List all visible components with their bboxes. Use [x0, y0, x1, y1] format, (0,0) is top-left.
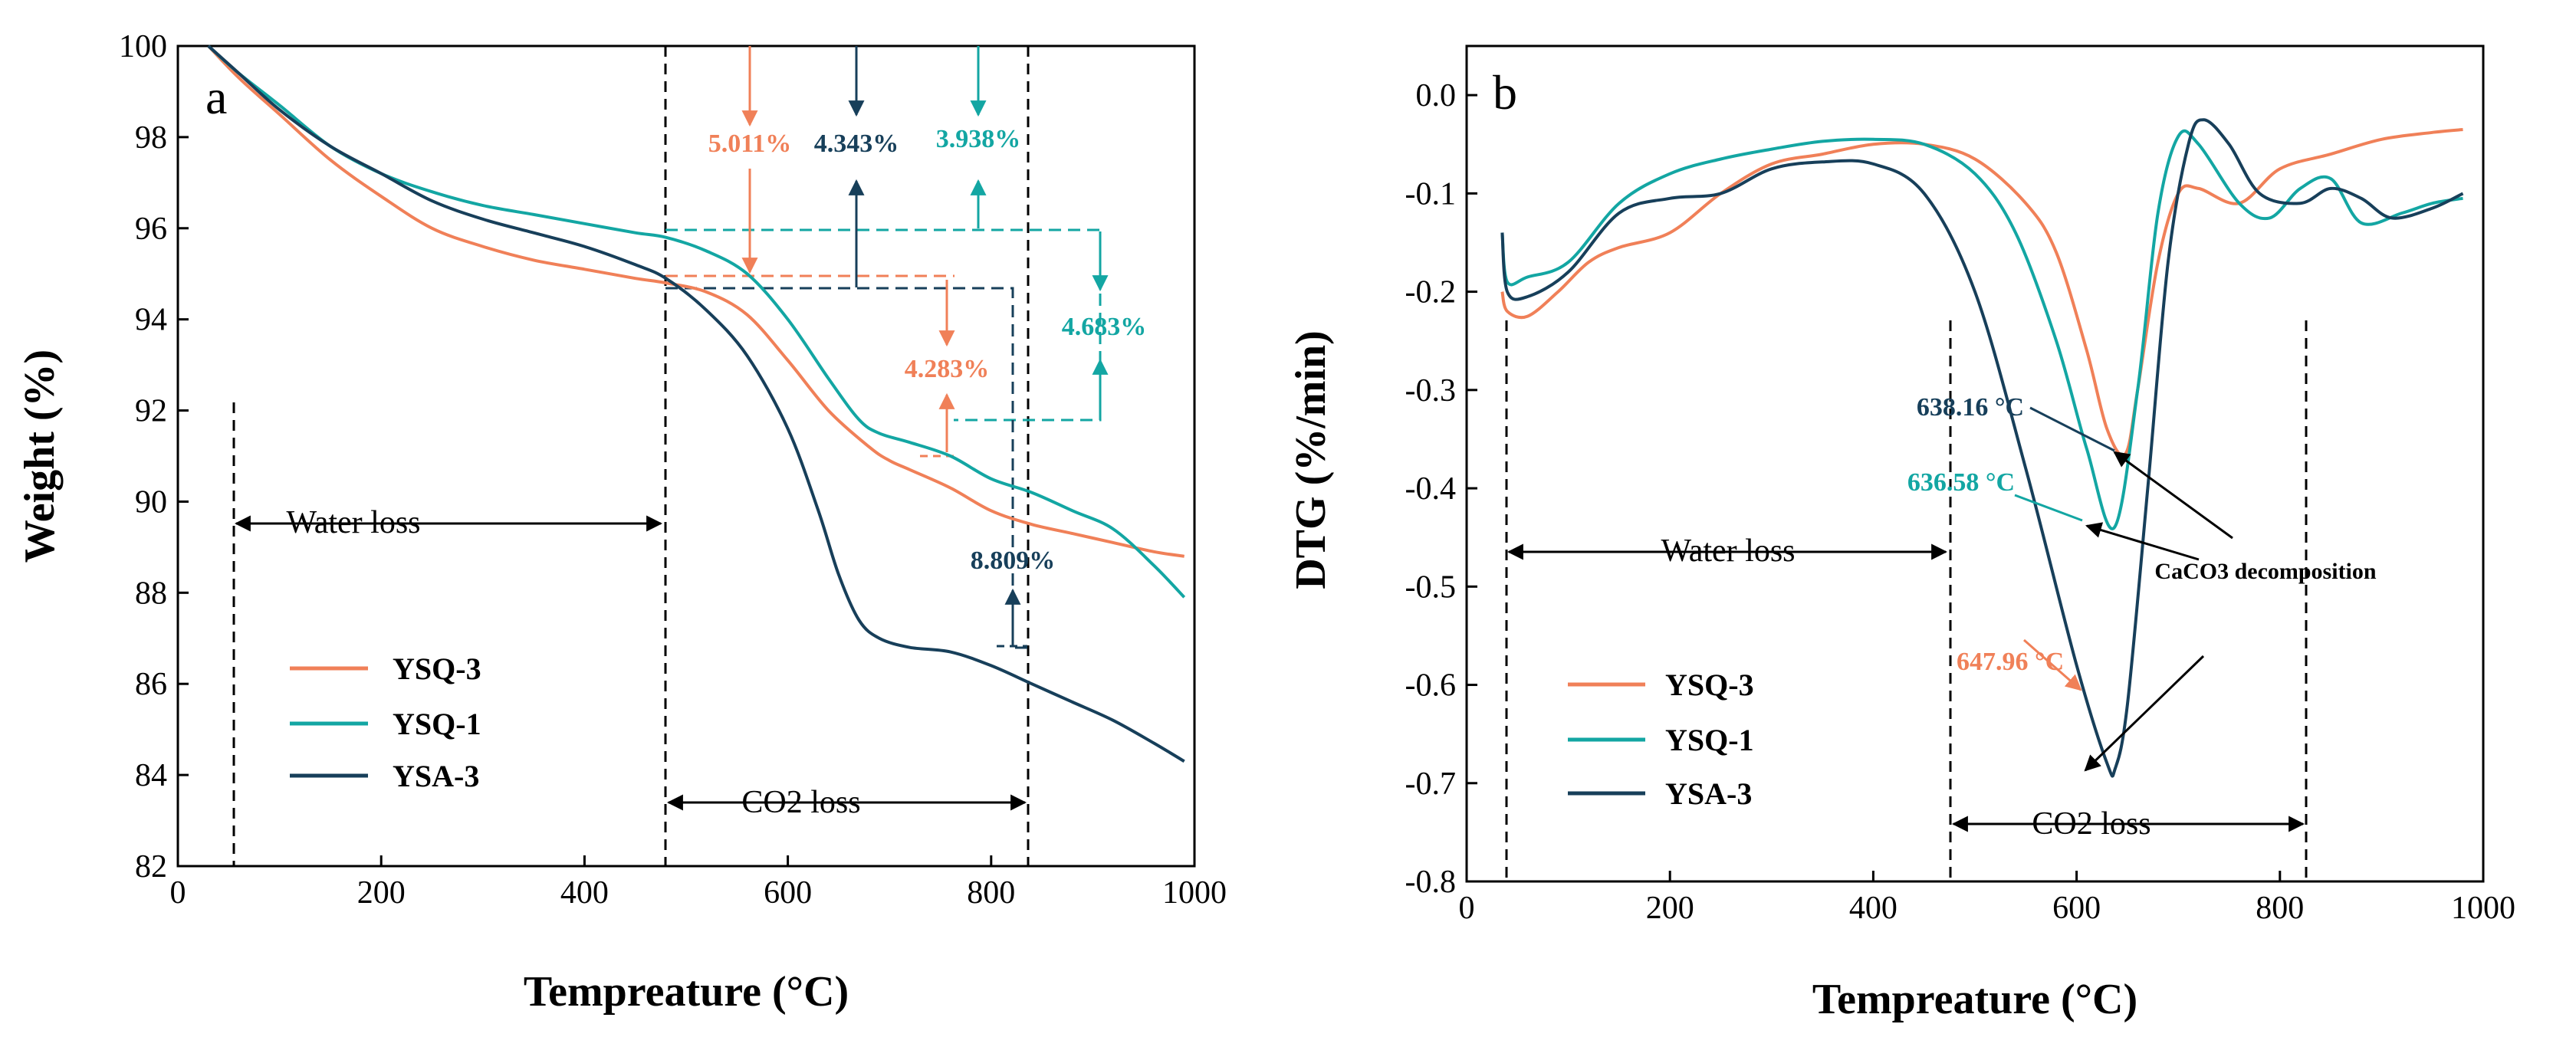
caco3-arrow-1: [2113, 451, 2233, 540]
panel-b-x-tick-label: 0: [1459, 891, 1475, 926]
panel-a-label: a: [205, 70, 227, 124]
label-ysa3-peak-temp: 638.16 °C: [1917, 393, 2024, 422]
panel-b-phase-guides: [1505, 320, 2308, 881]
ysq3-peak-pointer: [2023, 638, 2082, 691]
panel-a-series-ysa-3: [207, 44, 1185, 763]
legend-a-ysa3-label: YSA-3: [393, 759, 479, 793]
label-ysa3-4343: 4.343%: [814, 130, 899, 158]
panel-b-dtg-chart: b 0 200 400 600 800 1000 -0.8 -0.7 -0.6 -0.5 -0.4 -…: [1287, 44, 2516, 1023]
panel-a-co2-loss-label: CO2 loss: [741, 785, 860, 820]
panel-b-series-ysq-1: [1500, 129, 2463, 530]
panel-b-x-axis-label: Tempreature (°C): [1812, 976, 2137, 1023]
legend-b-ysq1-label: YSQ-1: [1665, 723, 1754, 757]
panel-b-series-ysa-3: [1500, 118, 2464, 778]
panel-a-y-tick-label: 92: [135, 394, 167, 429]
panel-a-y-axis-label: Weight (%): [16, 350, 64, 563]
label-ysa3-8809: 8.809%: [971, 546, 1056, 575]
caco3-arrow-2: [2085, 522, 2200, 561]
panel-b-co2-loss-label: CO2 loss: [2032, 806, 2150, 842]
panel-a-y-tick-label: 84: [135, 758, 167, 793]
panel-b-y-tick-label: -0.8: [1405, 865, 1457, 900]
panel-b-y-tick-label: -0.4: [1405, 471, 1457, 507]
legend-b-ysa3-label: YSA-3: [1665, 776, 1752, 811]
panel-b-y-tick-label: -0.1: [1405, 176, 1457, 212]
panel-a-weight-chart: a 0 200 400 600 800 1000 82 84 86 88 90 92 94 96 98 100…: [16, 29, 1227, 1016]
panel-b-y-tick-label: -0.3: [1405, 373, 1457, 409]
label-ysq3-peak-temp: 647.96 °C: [1957, 648, 2064, 676]
panel-a-x-tick-label: 800: [967, 875, 1015, 911]
panel-a-x-tick-label: 0: [170, 875, 186, 911]
panel-b-y-axis-label: DTG (%/min): [1287, 330, 1335, 589]
panel-b-series: [1500, 118, 2464, 778]
legend-a-ysq3-label: YSQ-3: [393, 652, 481, 686]
panel-a-y-tick-label: 96: [135, 212, 167, 247]
ysq1-peak-pointer: [2014, 494, 2083, 522]
panel-a-annotations: Water loss CO2 loss 5.011% 4.343% 3.938%…: [286, 125, 1146, 820]
panel-a-x-tick-label: 200: [357, 875, 406, 911]
caco3-arrow-3: [2084, 655, 2205, 772]
panel-a-y-tick-label: 98: [135, 120, 167, 156]
panel-b-label: b: [1493, 65, 1517, 120]
panel-a-percent-arrows: [741, 46, 1109, 646]
panel-a-y-tick-label: 86: [135, 667, 167, 702]
panel-a-x-tick-label: 1000: [1162, 875, 1227, 911]
label-ysq3-5011: 5.011%: [708, 130, 792, 158]
panel-a-phase-guides: [232, 46, 1102, 866]
panel-b-y-tick-label: -0.6: [1405, 668, 1457, 704]
panel-a-axes: 0 200 400 600 800 1000 82 84 86 88 90 92 94 96 98 100: [119, 29, 1227, 911]
panel-a-x-tick-label: 400: [560, 875, 609, 911]
panel-a-plot-frame: [176, 44, 1196, 868]
panel-b-y-tick-label: -0.7: [1405, 766, 1457, 802]
panel-b-peak-arrows: [2014, 406, 2233, 772]
legend-a-ysq1-label: YSQ-1: [393, 707, 481, 741]
panel-a-series-ysq-3: [207, 44, 1184, 558]
panel-b-plot-frame: [1465, 44, 2485, 883]
panel-b-legend: YSQ-3 YSQ-1 YSA-3: [1568, 668, 1754, 811]
panel-b-x-tick-label: 800: [2256, 891, 2304, 926]
panel-b-y-tick-label: -0.5: [1405, 569, 1457, 605]
panel-a-y-tick-label: 94: [135, 303, 167, 338]
label-ysq1-4683: 4.683%: [1062, 313, 1147, 341]
ysa3-peak-pointer: [2029, 406, 2115, 452]
panel-b-series-ysq-3: [1500, 128, 2463, 458]
panel-a-water-loss-label: Water loss: [286, 505, 420, 540]
panel-b-y-tick-label: 0.0: [1416, 78, 1457, 113]
ysq1-step-guide: [665, 228, 1102, 422]
panel-b-axes: 0 200 400 600 800 1000 -0.8 -0.7 -0.6 -0.5 -0.4 -0.…: [1405, 78, 2516, 926]
panel-a-x-axis-label: Tempreature (°C): [524, 968, 849, 1016]
panel-a-legend: YSQ-3 YSQ-1 YSA-3: [290, 652, 481, 793]
panel-a-y-tick-label: 100: [119, 29, 167, 64]
panel-b-x-tick-label: 600: [2052, 891, 2101, 926]
label-caco3-decomposition: CaCO3 decomposition: [2154, 559, 2376, 584]
panel-b-water-loss-label: Water loss: [1661, 533, 1795, 569]
ysa3-step-guide: [665, 287, 1027, 649]
panel-b-x-tick-label: 200: [1646, 891, 1694, 926]
panel-a-y-tick-label: 88: [135, 576, 167, 611]
panel-a-y-tick-label: 82: [135, 849, 167, 885]
panel-b-y-tick-label: -0.2: [1405, 275, 1457, 310]
label-ysq3-4283: 4.283%: [905, 355, 990, 383]
panel-b-annotations: Water loss CO2 loss 638.16 °C 636.58 °C …: [1661, 393, 2376, 842]
label-ysq1-peak-temp: 636.58 °C: [1907, 468, 2015, 497]
label-ysq1-3938: 3.938%: [936, 125, 1021, 153]
panel-a-y-tick-label: 90: [135, 484, 167, 520]
panel-a-series: [207, 44, 1186, 763]
legend-b-ysq3-label: YSQ-3: [1665, 668, 1754, 702]
panel-a-x-tick-label: 600: [764, 875, 812, 911]
panel-b-x-tick-label: 400: [1849, 891, 1898, 926]
panel-b-x-tick-label: 1000: [2451, 891, 2515, 926]
